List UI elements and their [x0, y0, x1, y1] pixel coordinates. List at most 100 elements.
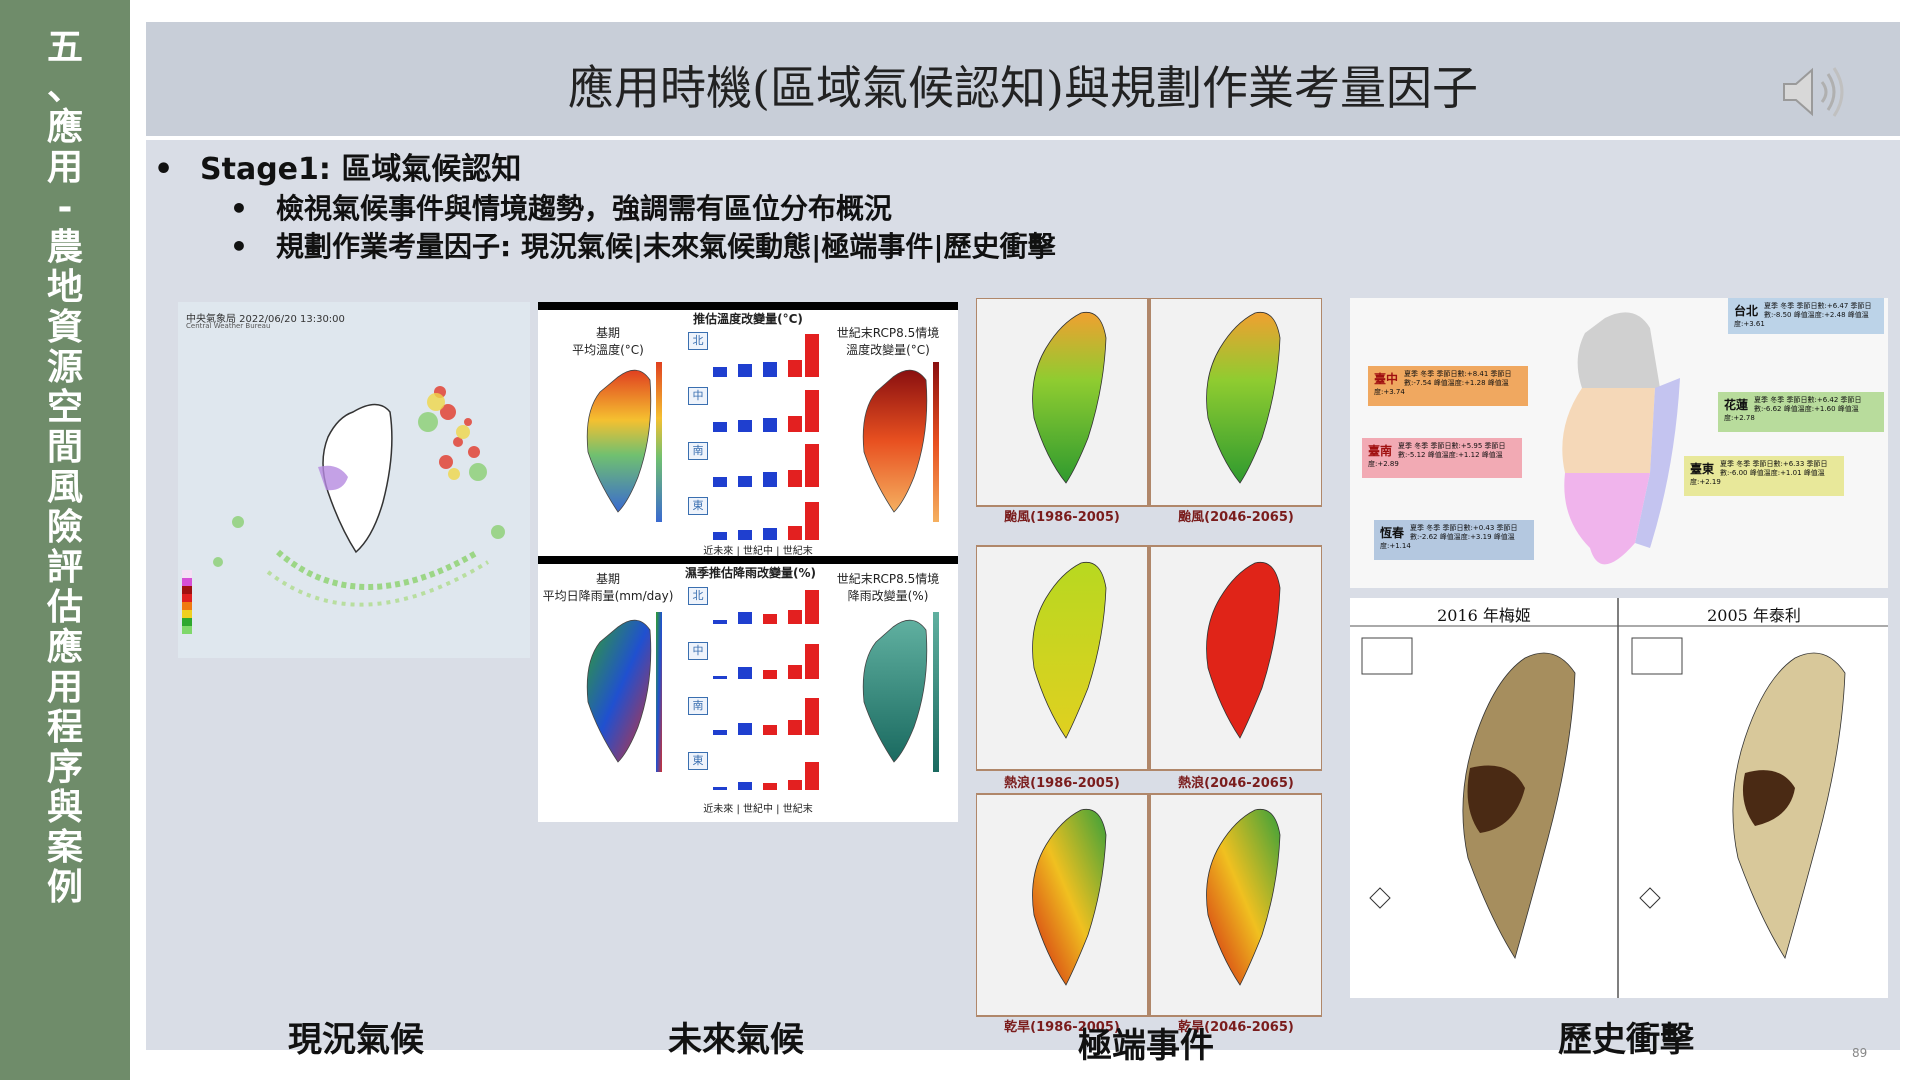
temp-region-east: 東	[688, 497, 708, 515]
rain-change-title: 濕季推估降雨改變量(%)	[685, 566, 816, 580]
speaker-icon[interactable]	[1778, 62, 1854, 122]
callout-taipei: 台北 夏季 冬季 季節日數:+6.47 季節日數:-8.50 峰值溫度:+2.4…	[1728, 298, 1884, 334]
bullet-sub-1: • 檢視氣候事件與情境趨勢，強調需有區位分布概況	[230, 192, 893, 225]
callout-taitung: 臺東 夏季 冬季 季節日數:+6.33 季節日數:-6.00 峰值溫度:+1.0…	[1684, 456, 1844, 496]
drought-maps	[976, 793, 1322, 1017]
callout-hengchun-city: 恆春	[1380, 526, 1405, 540]
sidebar-title-char: 程	[46, 707, 83, 748]
section-sidebar: 五、應用 - 農地資源空間風險評估應用程序與案例	[0, 0, 130, 1080]
callout-hualien-text: 夏季 冬季 季節日數:+6.42 季節日數:-6.62 峰值溫度:+1.60 峰…	[1724, 396, 1862, 422]
typhoon-damage-maps: 2016 年梅姬 2005 年泰利	[1350, 598, 1888, 998]
history-region-map	[1562, 312, 1680, 565]
extreme-label-drought-base: 乾旱(1986-2005)	[1004, 1020, 1120, 1035]
callout-tainan-city: 臺南	[1368, 444, 1393, 458]
rain-region-north: 北	[688, 587, 708, 605]
rain-region-east: 東	[688, 752, 708, 770]
rain-region-central: 中	[688, 642, 708, 660]
slide-title: 應用時機(區域氣候認知)與規劃作業考量因子	[568, 61, 1478, 115]
radar-agency-label: 中央氣象局 2022/06/20 13:30:00	[186, 314, 345, 325]
caption-future-climate: 未來氣候	[668, 1020, 804, 1060]
callout-taichung-city: 臺中	[1374, 372, 1399, 386]
typhoon-maps	[976, 298, 1322, 507]
caption-historical-impacts: 歷史衝擊	[1558, 1020, 1694, 1060]
rain-period-labels: 近未來 | 世紀中 | 世紀末	[703, 804, 813, 815]
sidebar-title-char: 農	[46, 227, 83, 268]
radar-map-graphic	[182, 386, 505, 634]
callout-taitung-city: 臺東	[1690, 462, 1715, 476]
rain-end-label: 世紀末RCP8.5情境 降雨改變量(%)	[836, 572, 940, 603]
radar-map: 中央氣象局 2022/06/20 13:30:00 Central Weathe…	[178, 302, 530, 658]
sidebar-title-char: 序	[46, 747, 83, 788]
bullet-sub-2: • 規劃作業考量因子: 現況氣候|未來氣候動態|極端事件|歷史衝擊	[230, 230, 1056, 263]
sidebar-title-char: 評	[46, 547, 83, 588]
typhoon-2016-title: 2016 年梅姬	[1437, 606, 1531, 625]
title-band: 應用時機(區域氣候認知)與規劃作業考量因子	[146, 22, 1900, 140]
sidebar-title-char: 風	[46, 467, 83, 508]
bullet-stage1: • Stage1: 區域氣候認知	[154, 152, 522, 187]
extreme-label-heatwave-future: 熱浪(2046-2065)	[1178, 776, 1294, 791]
future-climate-panel: 基期 平均溫度(°C) 推估溫度改變量(°C) 世紀末RCP8.5情境 溫度改變…	[538, 302, 958, 822]
callout-tainan-text: 夏季 冬季 季節日數:+5.95 季節日數:-5.12 峰值溫度:+1.12 峰…	[1368, 442, 1506, 468]
callout-taichung: 臺中 夏季 冬季 季節日數:+8.41 季節日數:-7.54 峰值溫度:+1.2…	[1368, 366, 1528, 406]
sidebar-title-char: 源	[46, 347, 83, 388]
temp-change-title: 推估溫度改變量(°C)	[693, 312, 803, 326]
callout-hengchun-text: 夏季 冬季 季節日數:+0.43 季節日數:-2.62 峰值溫度:+3.19 峰…	[1380, 524, 1518, 550]
callout-hualien-city: 花蓮	[1724, 398, 1749, 412]
page-number: 89	[1852, 1046, 1868, 1060]
sidebar-title-char: 案	[46, 827, 83, 868]
callout-tainan: 臺南 夏季 冬季 季節日數:+5.95 季節日數:-5.12 峰值溫度:+1.1…	[1362, 438, 1522, 478]
bullet-sub-2-text: 規劃作業考量因子: 現況氣候|未來氣候動態|極端事件|歷史衝擊	[276, 230, 1056, 263]
history-callout-map: 台北 夏季 冬季 季節日數:+6.47 季節日數:-8.50 峰值溫度:+2.4…	[1350, 298, 1888, 588]
rain-region-south: 南	[688, 697, 708, 715]
radar-agency-en: Central Weather Bureau	[186, 322, 271, 330]
extreme-maps-graphic	[976, 298, 1322, 1017]
temp-change-bars	[713, 334, 819, 790]
temp-region-north: 北	[688, 332, 708, 350]
section-title-vertical: 五、應用 - 農地資源空間風險評估應用程序與案例	[0, 28, 130, 908]
extreme-label-drought-future: 乾旱(2046-2065)	[1178, 1020, 1294, 1035]
sidebar-title-char: 應	[46, 627, 83, 668]
temp-region-south: 南	[688, 442, 708, 460]
temp-region-central: 中	[688, 387, 708, 405]
temp-end-label: 世紀末RCP8.5情境 溫度改變量(°C)	[836, 326, 940, 357]
caption-extreme-events: 極端事件	[1078, 1026, 1214, 1066]
extreme-label-typhoon-future: 颱風(2046-2065)	[1178, 510, 1294, 525]
sidebar-title-char: 用	[46, 667, 83, 708]
callout-taichung-text: 夏季 冬季 季節日數:+8.41 季節日數:-7.54 峰值溫度:+1.28 峰…	[1374, 370, 1512, 396]
future-mid-bar	[538, 556, 958, 564]
typhoon-damage-graphic	[1350, 598, 1888, 998]
temp-base-label: 基期 平均溫度(°C)	[572, 326, 644, 357]
sidebar-title-char: -	[57, 187, 73, 228]
typhoon-2005-title: 2005 年泰利	[1707, 606, 1801, 625]
sidebar-title-char: 估	[46, 587, 83, 628]
extreme-events-panel: 颱風(1986-2005) 颱風(2046-2065) 熱浪(1986-2005…	[976, 298, 1322, 1035]
sidebar-title-char: 、	[46, 67, 83, 108]
sidebar-title-char: 險	[46, 507, 83, 548]
sidebar-title-char: 例	[46, 867, 83, 908]
sidebar-title-char: 空	[46, 387, 83, 428]
callout-taipei-city: 台北	[1734, 304, 1759, 318]
sidebar-title-char: 間	[46, 427, 83, 468]
callout-hengchun: 恆春 夏季 冬季 季節日數:+0.43 季節日數:-2.62 峰值溫度:+3.1…	[1374, 520, 1534, 560]
bullet-list: • Stage1: 區域氣候認知 • 檢視氣候事件與情境趨勢，強調需有區位分布概…	[154, 150, 1056, 266]
sidebar-title-char: 與	[46, 787, 83, 828]
sidebar-title-char: 應	[46, 107, 83, 148]
rain-base-label: 基期 平均日降雨量(mm/day)	[542, 572, 674, 603]
extreme-label-heatwave-base: 熱浪(1986-2005)	[1004, 776, 1120, 791]
callout-taitung-text: 夏季 冬季 季節日數:+6.33 季節日數:-6.00 峰值溫度:+1.01 峰…	[1690, 460, 1828, 486]
sidebar-title-char: 五	[46, 27, 83, 68]
heatwave-maps	[976, 545, 1322, 771]
sidebar-title-char: 用	[46, 147, 83, 188]
callout-taipei-text: 夏季 冬季 季節日數:+6.47 季節日數:-8.50 峰值溫度:+2.48 峰…	[1734, 302, 1872, 328]
bullet-stage1-text: Stage1: 區域氣候認知	[200, 152, 522, 187]
extreme-label-typhoon-base: 颱風(1986-2005)	[1004, 510, 1120, 525]
future-maps-graphic	[586, 362, 939, 772]
slide-canvas: 應用時機(區域氣候認知)與規劃作業考量因子 • Stage1: 區域氣候認知 •…	[146, 22, 1900, 1066]
bullet-sub-1-text: 檢視氣候事件與情境趨勢，強調需有區位分布概況	[276, 192, 893, 225]
future-top-bar	[538, 302, 958, 310]
callout-hualien: 花蓮 夏季 冬季 季節日數:+6.42 季節日數:-6.62 峰值溫度:+1.6…	[1718, 392, 1884, 432]
sidebar-title-char: 地	[46, 267, 83, 308]
sidebar-title-char: 資	[46, 307, 83, 348]
caption-current-climate: 現況氣候	[288, 1020, 424, 1060]
temp-period-labels: 近未來 | 世紀中 | 世紀末	[703, 546, 813, 557]
